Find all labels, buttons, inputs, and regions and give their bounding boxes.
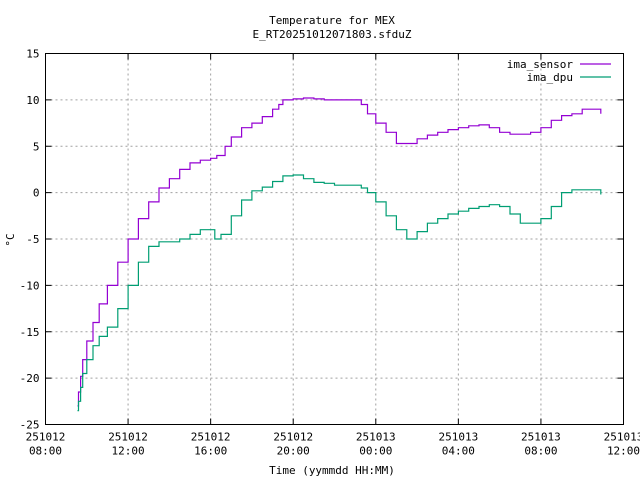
y-tick-label: -5 — [26, 233, 39, 246]
y-tick-label: -25 — [20, 419, 40, 432]
chart-title: Temperature for MEX — [269, 14, 395, 27]
series-lines — [77, 97, 602, 412]
y-tick-label: 5 — [33, 140, 40, 153]
x-tick-label-time: 04:00 — [442, 445, 475, 458]
x-tick-label-time: 12:00 — [607, 445, 640, 458]
y-tick-label: -15 — [20, 326, 40, 339]
y-tick-label: -10 — [20, 279, 40, 292]
x-tick-label-date: 251013 — [356, 431, 396, 444]
plot-frame — [45, 53, 624, 425]
axis-ticks: -25-20-15-10-505101525101208:0025101212:… — [20, 48, 640, 458]
y-axis-label: °C — [4, 233, 17, 246]
x-axis-label: Time (yymmdd HH:MM) — [269, 464, 395, 477]
x-tick-label-time: 20:00 — [277, 445, 310, 458]
x-tick-label-date: 251012 — [108, 431, 148, 444]
x-tick-label-date: 251013 — [438, 431, 478, 444]
legend-label-ima-sensor: ima_sensor — [507, 58, 574, 71]
x-tick-label-time: 12:00 — [112, 445, 145, 458]
y-tick-label: -20 — [20, 372, 40, 385]
y-tick-label: 15 — [26, 48, 39, 61]
x-tick-label-date: 251013 — [521, 431, 561, 444]
y-tick-label: 0 — [33, 187, 40, 200]
x-tick-label-time: 08:00 — [524, 445, 557, 458]
x-tick-label-date: 251012 — [191, 431, 231, 444]
series-line-ima-sensor — [77, 97, 602, 407]
legend-label-ima-dpu: ima_dpu — [527, 71, 573, 84]
y-tick-label: 10 — [26, 94, 39, 107]
x-tick-label-time: 08:00 — [29, 445, 62, 458]
x-tick-label-time: 00:00 — [359, 445, 392, 458]
x-tick-label-date: 251012 — [273, 431, 313, 444]
x-tick-label-date: 251012 — [26, 431, 66, 444]
chart-subtitle: E_RT20251012071803.sfduZ — [253, 28, 412, 41]
x-tick-label-date: 251013 — [604, 431, 640, 444]
x-tick-label-time: 16:00 — [194, 445, 227, 458]
series-line-ima-dpu — [77, 174, 602, 412]
